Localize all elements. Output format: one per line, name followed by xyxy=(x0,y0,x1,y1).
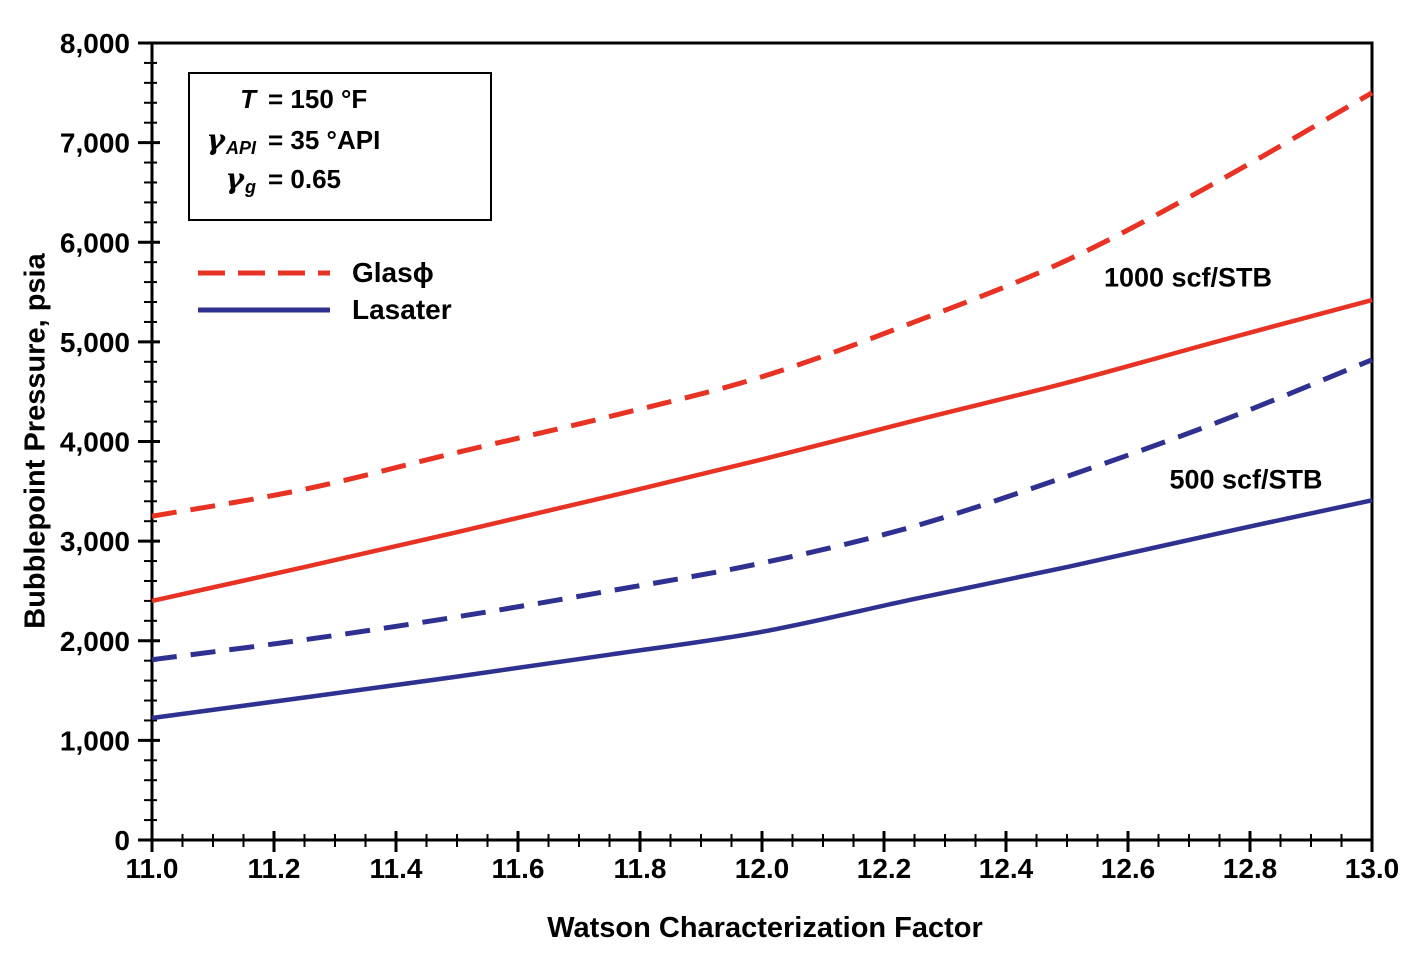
curve-lasater-1000-scf-stb xyxy=(151,297,1373,604)
x-tick-label: 11.8 xyxy=(614,853,667,884)
annotation-gas-gravity: γg = 0.65 xyxy=(190,162,490,201)
temperature-symbol: T xyxy=(240,84,256,114)
x-tick-label: 12.8 xyxy=(1223,853,1278,884)
x-tick-label: 12.6 xyxy=(1101,853,1156,884)
y-tick-label: 6,000 xyxy=(60,227,130,258)
curve-label-1000-scf-stb: 1000 scf/STB xyxy=(1103,262,1273,293)
gas-gravity-value: = 0.65 xyxy=(268,164,342,194)
x-tick-label: 12.0 xyxy=(735,853,790,884)
curve-glaso-500-scf-stb xyxy=(151,357,1373,663)
temperature-value: = 150 °F xyxy=(268,84,368,114)
x-tick-label: 13.0 xyxy=(1345,853,1400,884)
y-tick-label: 8,000 xyxy=(60,28,130,59)
legend-entry-glaso: Glasϕ xyxy=(198,254,452,291)
legend-entry-lasater: Lasater xyxy=(198,291,452,328)
y-tick-label: 3,000 xyxy=(60,526,130,557)
x-tick-label: 11.2 xyxy=(248,853,301,884)
legend-label-glaso: Glasϕ xyxy=(352,256,434,288)
y-tick-label: 2,000 xyxy=(60,626,130,657)
api-gravity-value: = 35 °API xyxy=(268,125,381,155)
x-tick-label: 12.2 xyxy=(857,853,912,884)
legend: Glasϕ Lasater xyxy=(198,254,452,328)
x-tick-label: 11.0 xyxy=(126,853,179,884)
y-tick-label: 0 xyxy=(114,825,130,856)
y-tick-label: 1,000 xyxy=(60,725,130,756)
legend-label-lasater: Lasater xyxy=(352,293,452,325)
glaso-dashed-line-sample xyxy=(198,270,330,275)
curve-lasater-500-scf-stb xyxy=(151,498,1373,721)
x-tick-label: 11.4 xyxy=(370,853,423,884)
lasater-solid-line-sample xyxy=(198,307,330,312)
curve-glaso-1000-scf-stb xyxy=(151,90,1374,519)
annotation-api-gravity: γAPI = 35 °API xyxy=(190,123,490,162)
x-axis-title: Watson Characterization Factor xyxy=(547,912,983,944)
api-gravity-symbol: γAPI xyxy=(206,123,257,158)
annotation-temperature: T = 150 °F xyxy=(190,84,490,123)
x-tick-label: 12.4 xyxy=(979,853,1034,884)
gas-gravity-symbol: γg xyxy=(225,162,256,197)
y-tick-label: 4,000 xyxy=(60,427,130,458)
y-tick-label: 5,000 xyxy=(60,327,130,358)
curve-label-500-scf-stb: 500 scf/STB xyxy=(1169,464,1323,495)
x-tick-label: 11.6 xyxy=(492,853,545,884)
y-axis-title: Bubblepoint Pressure, psia xyxy=(19,253,52,629)
y-tick-label: 7,000 xyxy=(60,128,130,159)
conditions-annotation-box: T = 150 °F γAPI = 35 °API γg = 0.65 xyxy=(188,72,492,221)
